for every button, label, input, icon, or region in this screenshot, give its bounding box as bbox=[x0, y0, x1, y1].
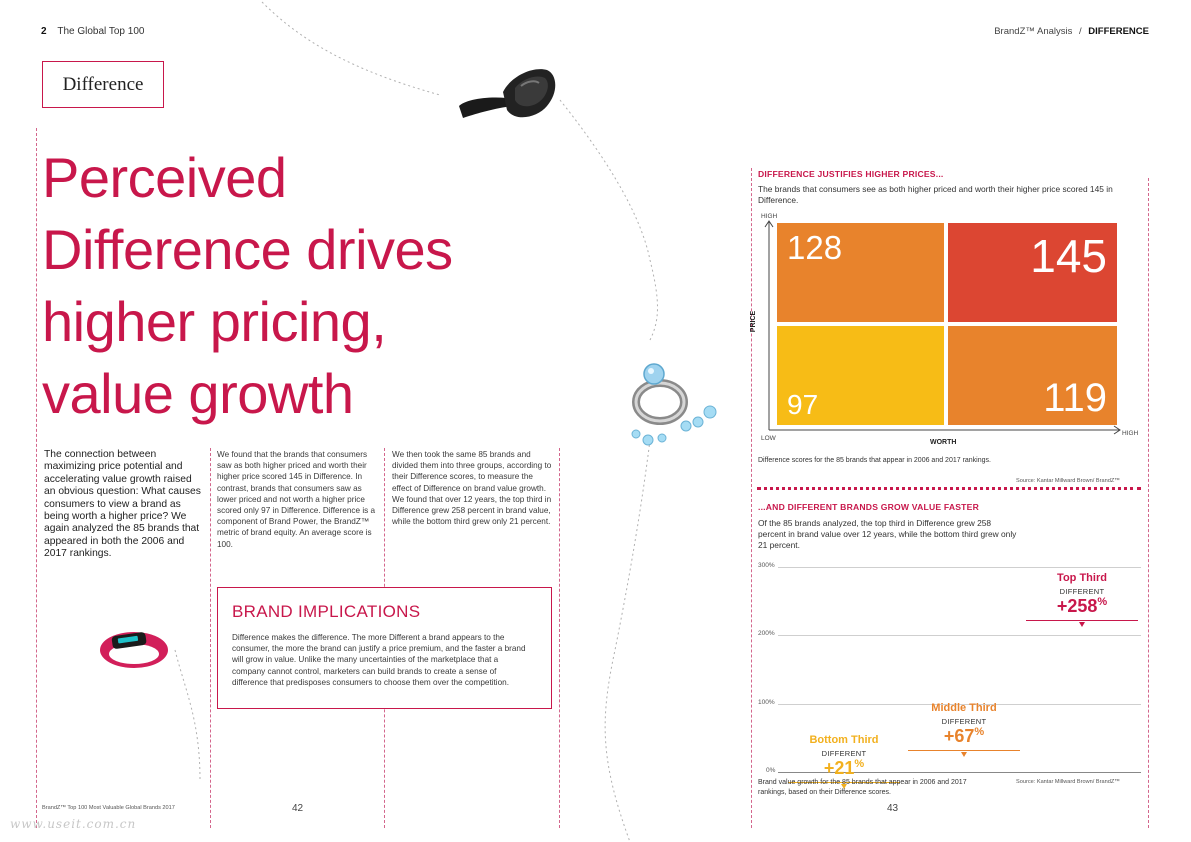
chart1-axis-high-x: HIGH bbox=[1122, 430, 1139, 437]
chart2-subtitle: Of the 85 brands analyzed, the top third… bbox=[758, 518, 1017, 550]
chart1-cell-value: 119 bbox=[1043, 376, 1107, 420]
chart2-different-label: DIFFERENT bbox=[1059, 587, 1105, 596]
page-number: 2 bbox=[41, 26, 47, 37]
chart1-cell-low-price-low-worth: 97 bbox=[777, 326, 944, 425]
brand-implications-title: BRAND IMPLICATIONS bbox=[232, 602, 421, 621]
chart2-ytick-300: 300% bbox=[758, 562, 775, 569]
chart1-axis-worth: WORTH bbox=[930, 439, 957, 446]
header-right: BrandZ™ Analysis / DIFFERENCE bbox=[994, 26, 1149, 37]
chart2-different-label: DIFFERENT bbox=[821, 749, 867, 758]
chart2-ytick-200: 200% bbox=[758, 630, 775, 637]
diamond-ring-image bbox=[631, 363, 717, 446]
brand-implications-text: Difference makes the difference. The mor… bbox=[232, 633, 526, 687]
chart2-gridline-0 bbox=[778, 772, 1141, 773]
chart2-different-label: DIFFERENT bbox=[941, 717, 987, 726]
column-3-paragraph: We then took the same 85 brands and divi… bbox=[392, 450, 552, 527]
chart1-axes bbox=[764, 220, 1121, 435]
chart1-subtitle: The brands that consumers see as both hi… bbox=[758, 184, 1113, 205]
chart2-data-label: +21% bbox=[823, 758, 865, 778]
chart1-axis-low: LOW bbox=[761, 435, 776, 442]
chart2-series-label: Middle Third bbox=[931, 702, 997, 714]
chart1-cell-value: 145 bbox=[1030, 230, 1107, 282]
section-name-bold: DIFFERENCE bbox=[1088, 26, 1149, 37]
chart1-cell-low-price-high-worth: 119 bbox=[948, 326, 1117, 425]
header-left: 2 The Global Top 100 bbox=[41, 26, 144, 37]
headline-line-2: Difference drives bbox=[42, 218, 453, 281]
vr-headset-image bbox=[459, 69, 556, 118]
headline-line-3: higher pricing, bbox=[42, 290, 387, 353]
column-2-paragraph: We found that the brands that consumers … bbox=[217, 450, 376, 549]
rule-col-2 bbox=[210, 448, 211, 828]
chart2-gridline-300 bbox=[778, 567, 1141, 568]
chart2-source: Source: Kantar Millward Brown/ BrandZ™ bbox=[1016, 779, 1120, 785]
chart2-series-label: Top Third bbox=[1057, 572, 1107, 584]
chart1-cell-value: 97 bbox=[787, 389, 819, 420]
chart1-cell-high-price-high-worth: 145 bbox=[948, 223, 1117, 322]
watermark: www.useit.com.cn bbox=[10, 817, 137, 831]
chart2-gridline-100 bbox=[778, 704, 1141, 705]
separator: / bbox=[1079, 26, 1082, 37]
chart2-series-label: Bottom Third bbox=[809, 734, 879, 746]
chart-divider bbox=[757, 487, 1141, 490]
chart1-source: Source: Kantar Millward Brown/ BrandZ™ bbox=[1016, 478, 1120, 484]
chart2-value-pointer bbox=[960, 752, 967, 757]
difference-tag-label: Difference bbox=[62, 73, 144, 95]
rule-right-margin bbox=[1148, 178, 1149, 828]
chart2-ytick-100: 100% bbox=[758, 699, 775, 706]
difference-tag: Difference bbox=[42, 61, 164, 108]
intro-paragraph: The connection between maximizing price … bbox=[44, 449, 201, 560]
chart1-caption: Difference scores for the 85 brands that… bbox=[758, 457, 991, 464]
headline: Perceived Difference drives higher prici… bbox=[42, 142, 453, 430]
page-number-left: 42 bbox=[292, 803, 304, 814]
chart2-value-pointer bbox=[1078, 622, 1085, 627]
chart1-axis-price: PRICE bbox=[750, 310, 758, 333]
footer-note: BrandZ™ Top 100 Most Valuable Global Bra… bbox=[42, 805, 175, 811]
chart1-title: DIFFERENCE JUSTIFIES HIGHER PRICES... bbox=[758, 169, 944, 179]
chart2-value-pointer bbox=[840, 784, 847, 789]
chart2-data-label: +258% bbox=[1056, 596, 1108, 616]
chart1-axis-high-y: HIGH bbox=[761, 213, 778, 220]
fitness-band-image bbox=[100, 632, 168, 668]
chart2-caption: Brand value growth for the 85 brands tha… bbox=[758, 779, 967, 796]
chart2-value-mark bbox=[1026, 620, 1138, 621]
chart2-value-mark bbox=[788, 782, 900, 783]
headline-line-4: value growth bbox=[42, 362, 354, 425]
rule-right-col bbox=[751, 168, 752, 828]
brand-implications-box: BRAND IMPLICATIONS Difference makes the … bbox=[217, 587, 552, 709]
chart2-title: ...AND DIFFERENT BRANDS GROW VALUE FASTE… bbox=[758, 502, 979, 512]
chart2-gridline-200 bbox=[778, 635, 1141, 636]
section-title: The Global Top 100 bbox=[57, 26, 145, 37]
rule-col-4 bbox=[559, 448, 560, 828]
chart2-value-mark bbox=[908, 750, 1020, 751]
chart2-ytick-0: 0% bbox=[766, 767, 776, 774]
chart1-cell-high-price-low-worth: 128 bbox=[777, 223, 944, 322]
rule-left-margin bbox=[36, 128, 37, 828]
chart2-data-label: +67% bbox=[943, 726, 985, 746]
page-number-right: 43 bbox=[887, 803, 899, 814]
section-name: BrandZ™ Analysis bbox=[994, 26, 1073, 37]
headline-line-1: Perceived bbox=[42, 146, 287, 209]
chart1-cell-value: 128 bbox=[787, 229, 843, 266]
